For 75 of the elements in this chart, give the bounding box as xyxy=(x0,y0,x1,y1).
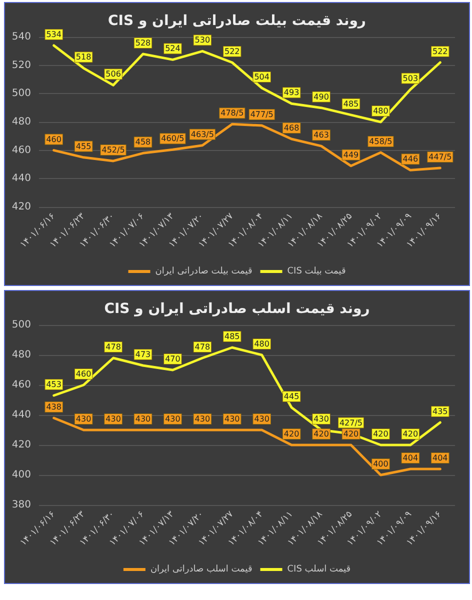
data-label: 458 xyxy=(135,138,151,147)
data-label: 404 xyxy=(432,454,448,462)
data-label: 452/5 xyxy=(102,145,125,154)
data-label: 460 xyxy=(76,370,92,378)
data-label: 430 xyxy=(106,414,121,424)
data-label: 528 xyxy=(135,38,151,48)
y-tick-label: 500 xyxy=(12,320,31,330)
y-tick-label: 420 xyxy=(12,440,31,450)
data-label: 504 xyxy=(254,72,270,82)
data-label: 435 xyxy=(432,407,448,416)
data-label: 430 xyxy=(165,414,180,424)
data-label: 485 xyxy=(343,99,359,108)
data-label: 503 xyxy=(402,74,418,83)
data-label: 430 xyxy=(135,414,151,424)
data-label: 522 xyxy=(224,47,240,56)
data-label: 447/5 xyxy=(428,152,452,162)
data-label: 524 xyxy=(165,44,180,54)
data-label: 458/5 xyxy=(369,136,392,146)
data-label: 470 xyxy=(165,354,180,364)
data-label: 430 xyxy=(194,414,210,424)
data-label: 530 xyxy=(194,36,210,45)
y-tick-label: 380 xyxy=(12,500,31,510)
y-tick-label: 500 xyxy=(12,88,31,100)
y-tick-label: 440 xyxy=(12,410,31,420)
data-label: 427/5 xyxy=(339,418,363,428)
data-label: 478 xyxy=(194,342,210,352)
data-label: 438 xyxy=(46,402,62,412)
y-tick-label: 420 xyxy=(12,202,31,212)
legend-label: قیمت اسلب صادراتی ایران xyxy=(150,564,252,574)
data-label: 430 xyxy=(254,414,270,424)
data-label: 430 xyxy=(314,414,329,424)
data-label: 420 xyxy=(402,430,418,438)
y-tick-label: 460 xyxy=(12,380,31,390)
data-label: 485 xyxy=(224,332,240,341)
data-label: 493 xyxy=(284,88,300,98)
data-label: 420 xyxy=(373,430,388,438)
data-label: 473 xyxy=(135,350,151,359)
y-tick-label: 460 xyxy=(12,144,31,156)
y-tick-label: 400 xyxy=(12,470,31,480)
y-tick-label: 440 xyxy=(12,173,31,184)
data-label: 420 xyxy=(314,430,329,438)
data-label: 460 xyxy=(46,134,62,144)
legend-label: قیمت بیلت صادراتی ایران xyxy=(155,266,252,276)
data-label: 478/5 xyxy=(220,108,244,118)
y-tick-label: 540 xyxy=(12,32,31,42)
data-label: 478 xyxy=(106,342,121,352)
data-label: 430 xyxy=(224,414,240,424)
chart-title: روند قیمت بیلت صادراتی ایران و CIS xyxy=(108,13,366,29)
data-label: 468 xyxy=(284,124,300,132)
y-tick-label: 480 xyxy=(12,350,31,360)
data-label: 453 xyxy=(46,380,62,389)
y-tick-label: 520 xyxy=(12,60,31,71)
data-label: 420 xyxy=(284,430,300,438)
data-label: 518 xyxy=(76,52,92,62)
data-label: 477/5 xyxy=(250,110,274,120)
data-label: 400 xyxy=(373,460,388,468)
data-label: 522 xyxy=(432,47,448,56)
data-label: 490 xyxy=(314,92,329,102)
data-label: 480 xyxy=(373,106,388,116)
data-label: 463/5 xyxy=(190,130,214,139)
data-label: 449 xyxy=(343,150,359,160)
data-label: 460/5 xyxy=(161,134,184,144)
y-tick-label: 480 xyxy=(12,116,31,128)
data-label: 404 xyxy=(402,454,418,462)
data-label: 445 xyxy=(284,392,300,401)
data-label: 430 xyxy=(76,414,92,424)
legend-label: قیمت بیلت CIS xyxy=(287,266,346,276)
data-label: 463 xyxy=(314,130,329,140)
data-label: 480 xyxy=(254,340,270,348)
legend-label: قیمت اسلب CIS xyxy=(287,564,351,574)
data-label: 446 xyxy=(402,154,418,164)
data-label: 534 xyxy=(46,30,62,39)
data-label: 506 xyxy=(106,70,121,79)
chart-title: روند قیمت اسلب صادراتی ایران و CIS xyxy=(104,301,370,317)
data-label: 455 xyxy=(76,142,92,151)
